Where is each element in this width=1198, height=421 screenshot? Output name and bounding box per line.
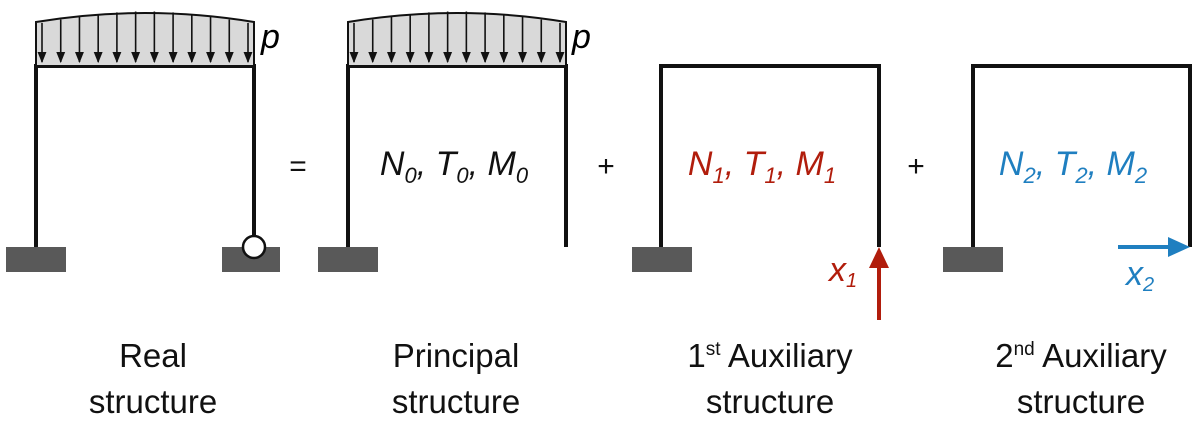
aux2-frame: [971, 64, 1192, 247]
caption-aux2-line2: structure: [1017, 383, 1145, 420]
redundant-x2-label: x2: [1124, 255, 1154, 296]
aux1-structure: N1, T1, M1 x1: [632, 64, 889, 320]
distributed-load-real: [35, 11, 255, 67]
caption-real-line1: Real: [119, 337, 187, 374]
caption-aux1-line1: 1st Auxiliary: [687, 337, 853, 374]
aux1-frame: [659, 64, 881, 247]
load-label-principal: p: [571, 18, 591, 56]
distributed-load-principal: [347, 11, 567, 67]
redundant-x1-arrow-icon: [869, 247, 889, 320]
plus-sign-2: +: [907, 150, 925, 183]
real-structure: p: [6, 11, 280, 272]
caption-principal-line2: structure: [392, 383, 520, 420]
caption-principal-line1: Principal: [393, 337, 520, 374]
principal-internal-forces: N0, T0, M0: [380, 145, 529, 188]
fixed-support-aux1: [632, 247, 692, 272]
aux2-internal-forces: N2, T2, M2: [999, 145, 1147, 188]
redundant-x1-label: x1: [827, 251, 857, 292]
fixed-support-aux2: [943, 247, 1003, 272]
principal-structure: p N0, T0, M0: [318, 11, 591, 272]
real-frame: [34, 64, 256, 247]
caption-aux1-line2: structure: [706, 383, 834, 420]
caption-aux2-line1: 2nd Auxiliary: [995, 337, 1167, 374]
redundant-x2-arrow-icon: [1118, 237, 1190, 257]
hinge-icon: [241, 234, 267, 260]
fixed-support-principal: [318, 247, 378, 272]
equals-sign: =: [289, 150, 307, 183]
plus-sign-1: +: [597, 150, 615, 183]
fixed-support-left: [6, 247, 66, 272]
aux1-internal-forces: N1, T1, M1: [688, 145, 836, 188]
caption-real-line2: structure: [89, 383, 217, 420]
load-label-real: p: [260, 18, 280, 56]
aux2-structure: N2, T2, M2 x2: [943, 64, 1192, 296]
